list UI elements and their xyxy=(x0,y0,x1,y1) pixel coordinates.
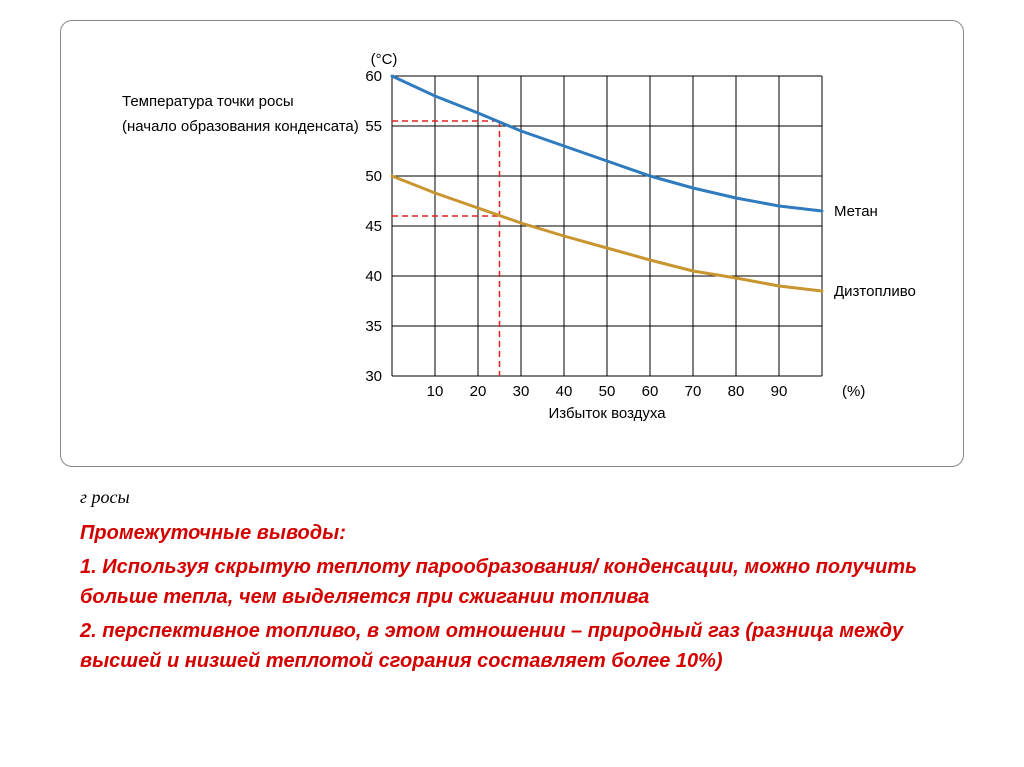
x-tick-label: 10 xyxy=(427,383,444,400)
x-tick-label: 50 xyxy=(599,383,616,400)
y-tick-label: 40 xyxy=(365,268,382,285)
truncated-label: г росы xyxy=(80,487,944,508)
y-tick-label: 45 xyxy=(365,218,382,235)
x-tick-label: 60 xyxy=(642,383,659,400)
x-axis-title: Избыток воздуха xyxy=(548,405,666,422)
conclusions: Промежуточные выводы: 1. Используя скрыт… xyxy=(80,518,944,676)
y-tick-label: 50 xyxy=(365,168,382,185)
conclusions-title: Промежуточные выводы: xyxy=(80,518,944,548)
text-block: г росы Промежуточные выводы: 1. Использу… xyxy=(80,487,944,676)
y-tick-label: 55 xyxy=(365,118,382,135)
dew-point-chart: Метан Дизтопливо 30 35 40 45 50 55 60 10 20 30 40 50 6… xyxy=(102,41,922,441)
y-axis-title-line2: (начало образования конденсата) xyxy=(122,118,359,135)
y-tick-label: 35 xyxy=(365,318,382,335)
series-label: Дизтопливо xyxy=(834,283,916,300)
y-axis-unit: (°C) xyxy=(371,51,398,68)
chart-frame: Метан Дизтопливо 30 35 40 45 50 55 60 10 20 30 40 50 6… xyxy=(60,20,964,467)
x-tick-label: 70 xyxy=(685,383,702,400)
x-tick-label: 90 xyxy=(771,383,788,400)
x-tick-label: 30 xyxy=(513,383,530,400)
x-tick-label: 20 xyxy=(470,383,487,400)
x-tick-label: 40 xyxy=(556,383,573,400)
conclusion-item-2: 2. перспективное топливо, в этом отношен… xyxy=(80,616,944,676)
series-label: Метан xyxy=(834,203,878,220)
y-tick-label: 60 xyxy=(365,68,382,85)
x-axis-unit: (%) xyxy=(842,383,865,400)
x-tick-label: 80 xyxy=(728,383,745,400)
y-tick-label: 30 xyxy=(365,368,382,385)
y-axis-title-line1: Температура точки росы xyxy=(122,93,294,110)
conclusion-item-1: 1. Используя скрытую теплоту парообразов… xyxy=(80,552,944,612)
